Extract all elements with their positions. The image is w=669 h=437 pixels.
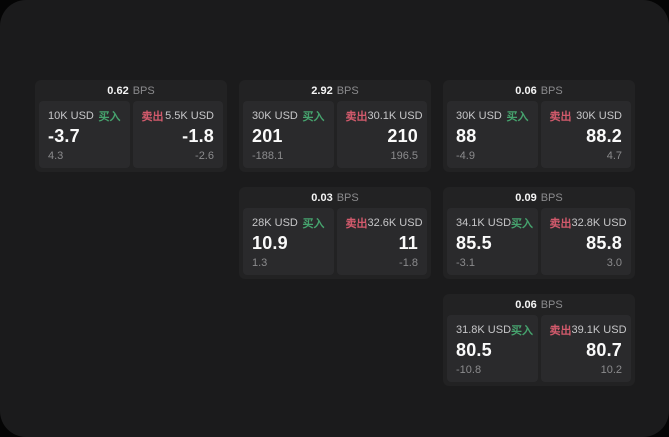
buy-price: 80.5 (456, 340, 492, 361)
sell-delta: 3.0 (606, 256, 622, 269)
buy-tile[interactable]: 28K USD 买入 10.9 1.3 (243, 208, 334, 275)
quote-card: 0.03 BPS 28K USD 买入 10.9 1.3 卖出 32.6K US… (239, 187, 431, 279)
sell-price: 88.2 (586, 126, 622, 147)
quote-card: 2.92 BPS 30K USD 买入 201 -188.1 卖出 30.1K … (239, 80, 431, 172)
buy-delta: -4.9 (456, 149, 475, 162)
buy-price: 201 (252, 126, 283, 147)
buy-amount: 31.8K USD (456, 324, 512, 336)
bps-header: 0.06 BPS (447, 80, 631, 101)
bps-header: 2.92 BPS (243, 80, 427, 101)
quote-card: 0.09 BPS 34.1K USD 买入 85.5 -3.1 卖出 32.8K… (443, 187, 635, 279)
bps-value: 0.03 (311, 191, 333, 204)
sell-side-label: 卖出 (345, 218, 368, 230)
quote-card: 0.06 BPS 30K USD 买入 88 -4.9 卖出 30K USD (443, 80, 635, 172)
buy-side-label: 买入 (98, 111, 121, 123)
quote-tiles: 10K USD 买入 -3.7 4.3 卖出 5.5K USD -1.8 -2.… (39, 101, 223, 168)
buy-tile[interactable]: 30K USD 买入 88 -4.9 (447, 101, 538, 168)
buy-amount: 10K USD (48, 110, 94, 122)
buy-tile[interactable]: 30K USD 买入 201 -188.1 (243, 101, 334, 168)
sell-tile[interactable]: 卖出 39.1K USD 80.7 10.2 (540, 315, 631, 382)
buy-side-label: 买入 (511, 218, 534, 230)
buy-price: 10.9 (252, 233, 288, 254)
bps-unit-label: BPS (336, 191, 359, 204)
sell-price: 80.7 (586, 340, 622, 361)
buy-delta: 1.3 (252, 256, 268, 269)
buy-side-label: 买入 (302, 218, 325, 230)
sell-side-label: 卖出 (549, 111, 572, 123)
bps-header: 0.06 BPS (447, 294, 631, 315)
bps-header: 0.03 BPS (243, 187, 427, 208)
sell-side-label: 卖出 (549, 218, 572, 230)
sell-price: -1.8 (182, 126, 214, 147)
sell-amount: 32.6K USD (367, 217, 423, 229)
quote-tiles: 34.1K USD 买入 85.5 -3.1 卖出 32.8K USD 85.8… (447, 208, 631, 275)
sell-delta: -2.6 (195, 149, 214, 162)
quote-tiles: 30K USD 买入 88 -4.9 卖出 30K USD 88.2 4.7 (447, 101, 631, 168)
buy-amount: 30K USD (252, 110, 298, 122)
quote-tiles: 28K USD 买入 10.9 1.3 卖出 32.6K USD 11 -1.8 (243, 208, 427, 275)
sell-side-label: 卖出 (345, 111, 368, 123)
bps-unit-label: BPS (132, 84, 155, 97)
sell-delta: -1.8 (399, 256, 418, 269)
bps-header: 0.09 BPS (447, 187, 631, 208)
buy-tile[interactable]: 31.8K USD 买入 80.5 -10.8 (447, 315, 538, 382)
quotes-grid: 0.62 BPS 10K USD 买入 -3.7 4.3 卖出 5.5K USD (35, 80, 635, 386)
sell-delta: 196.5 (390, 149, 418, 162)
sell-amount: 30K USD (576, 110, 622, 122)
buy-delta: -3.1 (456, 256, 475, 269)
sell-price: 210 (387, 126, 418, 147)
sell-amount: 39.1K USD (571, 324, 627, 336)
bps-value: 0.62 (107, 84, 129, 97)
buy-delta: -10.8 (456, 363, 482, 376)
quote-tiles: 30K USD 买入 201 -188.1 卖出 30.1K USD 210 1… (243, 101, 427, 168)
buy-delta: -188.1 (252, 149, 284, 162)
buy-tile[interactable]: 34.1K USD 买入 85.5 -3.1 (447, 208, 538, 275)
buy-price: -3.7 (48, 126, 80, 147)
sell-side-label: 卖出 (141, 111, 164, 123)
buy-amount: 28K USD (252, 217, 298, 229)
sell-side-label: 卖出 (549, 325, 572, 337)
buy-tile[interactable]: 10K USD 买入 -3.7 4.3 (39, 101, 130, 168)
buy-amount: 34.1K USD (456, 217, 512, 229)
sell-amount: 5.5K USD (165, 110, 214, 122)
sell-price: 11 (398, 233, 418, 254)
sell-tile[interactable]: 卖出 30K USD 88.2 4.7 (540, 101, 631, 168)
sell-delta: 10.2 (600, 363, 622, 376)
bps-value: 0.06 (515, 298, 537, 311)
bps-unit-label: BPS (540, 84, 563, 97)
buy-delta: 4.3 (48, 149, 64, 162)
sell-tile[interactable]: 卖出 30.1K USD 210 196.5 (336, 101, 427, 168)
bps-value: 2.92 (311, 84, 333, 97)
buy-side-label: 买入 (511, 325, 534, 337)
quote-card: 0.06 BPS 31.8K USD 买入 80.5 -10.8 卖出 39.1… (443, 294, 635, 386)
buy-price: 85.5 (456, 233, 492, 254)
sell-tile[interactable]: 卖出 32.8K USD 85.8 3.0 (540, 208, 631, 275)
sell-amount: 32.8K USD (571, 217, 627, 229)
sell-price: 85.8 (586, 233, 622, 254)
quote-tiles: 31.8K USD 买入 80.5 -10.8 卖出 39.1K USD 80.… (447, 315, 631, 382)
bps-value: 0.09 (515, 191, 537, 204)
bps-header: 0.62 BPS (39, 80, 223, 101)
sell-tile[interactable]: 卖出 5.5K USD -1.8 -2.6 (132, 101, 223, 168)
bps-unit-label: BPS (540, 191, 563, 204)
sell-tile[interactable]: 卖出 32.6K USD 11 -1.8 (336, 208, 427, 275)
buy-amount: 30K USD (456, 110, 502, 122)
buy-price: 88 (456, 126, 477, 147)
bps-unit-label: BPS (336, 84, 359, 97)
bps-value: 0.06 (515, 84, 537, 97)
sell-amount: 30.1K USD (367, 110, 423, 122)
buy-side-label: 买入 (506, 111, 529, 123)
buy-side-label: 买入 (302, 111, 325, 123)
bps-unit-label: BPS (540, 298, 563, 311)
sell-delta: 4.7 (606, 149, 622, 162)
quote-card: 0.62 BPS 10K USD 买入 -3.7 4.3 卖出 5.5K USD (35, 80, 227, 172)
